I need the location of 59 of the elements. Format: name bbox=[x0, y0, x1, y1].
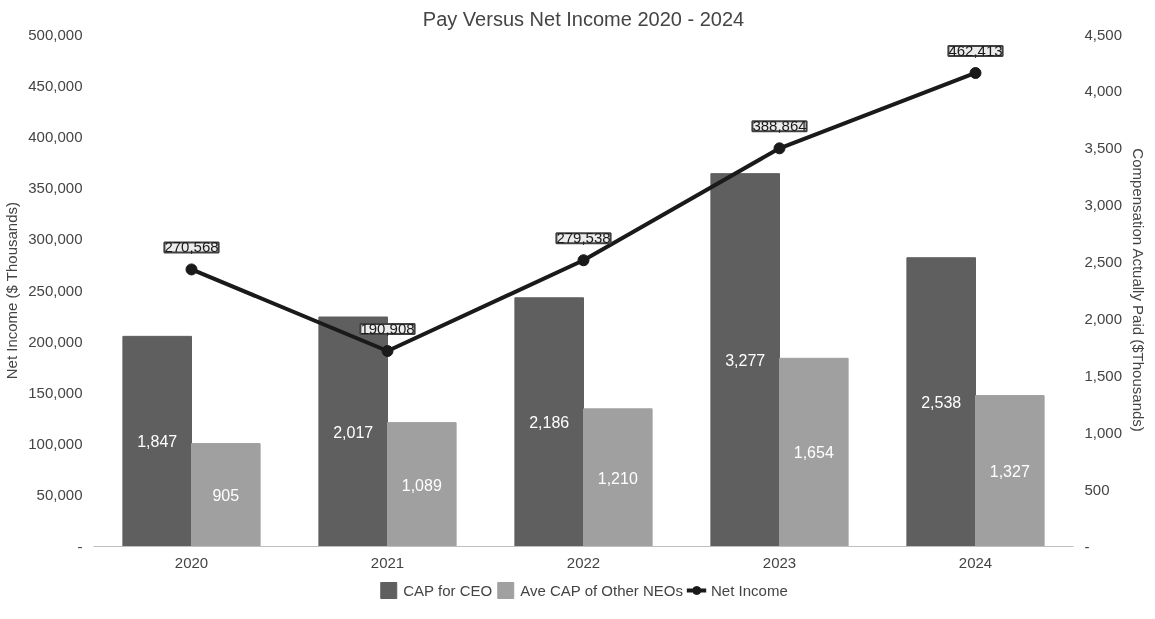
y2-tick-label: 2,500 bbox=[1084, 253, 1123, 271]
point bbox=[185, 263, 198, 276]
y-tick-label: 200,000 bbox=[28, 332, 83, 350]
y2-tick-label: 3,000 bbox=[1084, 196, 1123, 214]
y-tick-label: 250,000 bbox=[28, 281, 83, 299]
point bbox=[969, 67, 982, 79]
data-label: 1,210 bbox=[597, 469, 638, 487]
legend-label: Net Income bbox=[711, 581, 788, 599]
x-tick-label: 2022 bbox=[566, 553, 601, 571]
y-tick-label: 300,000 bbox=[28, 230, 83, 248]
x-tick-label: 2024 bbox=[958, 553, 993, 571]
y-tick-label: 500,000 bbox=[28, 25, 83, 43]
y-tick-label: - bbox=[77, 537, 83, 555]
legend-label: Ave CAP of Other NEOs bbox=[520, 581, 684, 599]
y2-tick-label: 1,000 bbox=[1084, 423, 1123, 441]
bar bbox=[583, 408, 653, 547]
bar bbox=[514, 297, 584, 547]
point bbox=[577, 254, 590, 267]
point bbox=[381, 345, 394, 357]
y2-tick-label: 1,500 bbox=[1084, 366, 1123, 384]
chart-title: Pay Versus Net Income 2020 - 2024 bbox=[422, 7, 745, 30]
y2-axis-title: Compensation Actually Paid ($Thousands) bbox=[1130, 148, 1148, 432]
point bbox=[773, 142, 786, 155]
bar bbox=[191, 443, 261, 547]
bar bbox=[387, 422, 457, 547]
bar bbox=[906, 257, 976, 547]
bar bbox=[975, 395, 1045, 547]
y-tick-label: 450,000 bbox=[28, 76, 83, 94]
bar bbox=[122, 335, 192, 547]
data-label: 905 bbox=[212, 487, 240, 505]
y-tick-label: 100,000 bbox=[28, 435, 83, 453]
data-label: 190,908 bbox=[360, 320, 415, 338]
x-tick-label: 2020 bbox=[174, 553, 209, 571]
legend-label: CAP for CEO bbox=[403, 581, 493, 599]
data-label: 2,186 bbox=[529, 414, 570, 432]
y-tick-label: 350,000 bbox=[28, 179, 83, 197]
bar bbox=[710, 173, 780, 547]
data-label: 279,538 bbox=[556, 229, 611, 247]
data-label: 1,089 bbox=[401, 476, 442, 494]
data-label: 1,847 bbox=[137, 433, 178, 451]
x-tick-label: 2023 bbox=[762, 553, 797, 571]
y-tick-label: 400,000 bbox=[28, 127, 83, 145]
data-label: 2,017 bbox=[333, 423, 374, 441]
data-label: 1,327 bbox=[989, 463, 1030, 481]
x-tick-label: 2021 bbox=[370, 553, 405, 571]
y2-tick-label: 2,000 bbox=[1084, 309, 1123, 327]
data-label: 2,538 bbox=[921, 394, 962, 412]
y-axis-title: Net Income ($ Thousands) bbox=[3, 201, 21, 380]
bar bbox=[779, 357, 849, 547]
data-label: 3,277 bbox=[725, 352, 766, 370]
y2-tick-label: 3,500 bbox=[1084, 139, 1123, 157]
data-label: 270,568 bbox=[164, 238, 219, 256]
y-tick-label: 150,000 bbox=[28, 383, 83, 401]
data-label: 1,654 bbox=[793, 444, 834, 462]
y2-tick-label: - bbox=[1084, 537, 1090, 555]
y2-tick-label: 500 bbox=[1084, 480, 1110, 498]
y2-tick-label: 4,000 bbox=[1084, 82, 1123, 100]
y2-tick-label: 4,500 bbox=[1084, 25, 1123, 43]
y-tick-label: 50,000 bbox=[36, 486, 83, 504]
